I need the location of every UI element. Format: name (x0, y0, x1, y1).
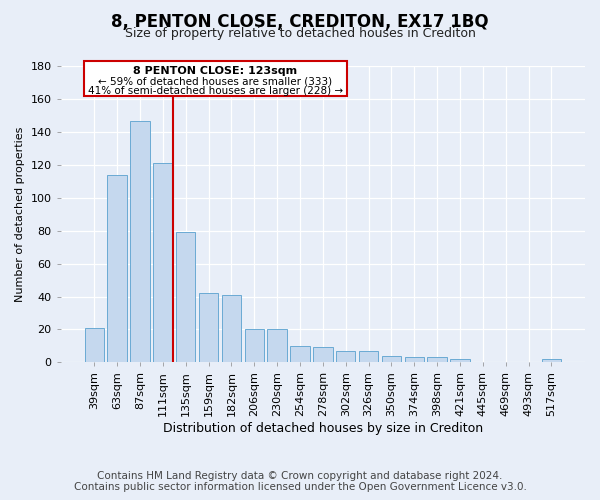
Text: Size of property relative to detached houses in Crediton: Size of property relative to detached ho… (125, 28, 475, 40)
Bar (542, 359, 561, 362)
Y-axis label: Number of detached properties: Number of detached properties (15, 126, 25, 302)
Text: 41% of semi-detached houses are larger (228) →: 41% of semi-detached houses are larger (… (88, 86, 343, 96)
Text: Contains HM Land Registry data © Crown copyright and database right 2024.: Contains HM Land Registry data © Crown c… (97, 471, 503, 481)
Text: ← 59% of detached houses are smaller (333): ← 59% of detached houses are smaller (33… (98, 76, 332, 86)
Text: 8 PENTON CLOSE: 123sqm: 8 PENTON CLOSE: 123sqm (133, 66, 298, 76)
Bar (153, 164, 173, 362)
Bar (382, 356, 401, 362)
FancyBboxPatch shape (84, 62, 347, 96)
Bar (336, 351, 355, 362)
Bar (221, 295, 241, 362)
Bar (130, 120, 149, 362)
Bar (427, 358, 447, 362)
Bar (199, 294, 218, 362)
Bar (290, 346, 310, 362)
Bar (176, 232, 196, 362)
Bar (268, 330, 287, 362)
Bar (359, 351, 378, 362)
Text: 8, PENTON CLOSE, CREDITON, EX17 1BQ: 8, PENTON CLOSE, CREDITON, EX17 1BQ (111, 12, 489, 30)
Bar (85, 328, 104, 362)
Bar (107, 175, 127, 362)
Bar (450, 359, 470, 362)
Text: Contains public sector information licensed under the Open Government Licence v3: Contains public sector information licen… (74, 482, 526, 492)
Bar (313, 348, 332, 362)
Bar (404, 358, 424, 362)
X-axis label: Distribution of detached houses by size in Crediton: Distribution of detached houses by size … (163, 422, 483, 435)
Bar (245, 330, 264, 362)
